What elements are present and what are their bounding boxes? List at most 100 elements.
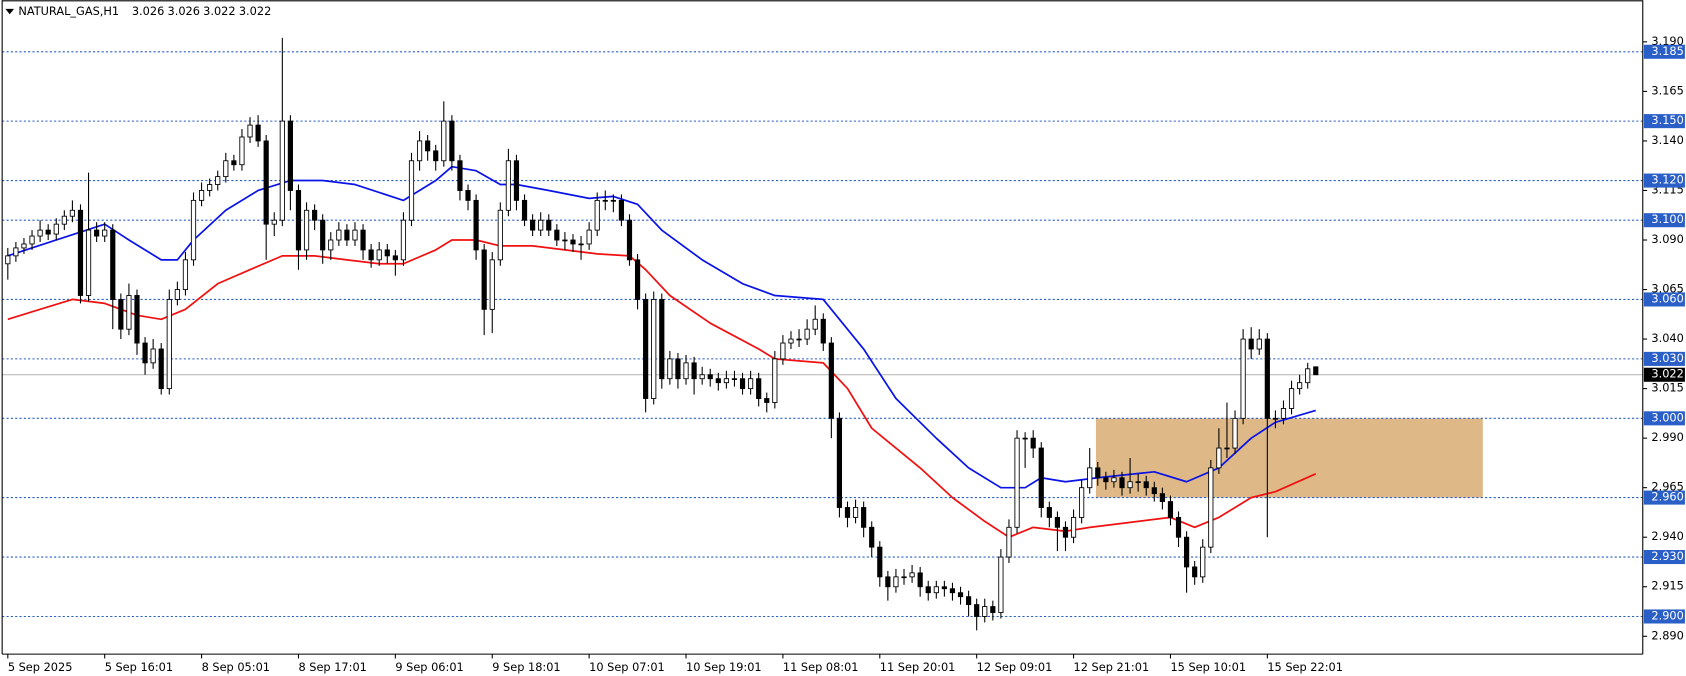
candle [731,370,738,387]
candle-body [1127,481,1133,489]
x-tick-label: 8 Sep 17:01 [298,660,366,674]
candle-body [271,219,277,225]
candle [570,234,576,252]
candle-body [651,299,657,399]
candle-body [925,586,931,594]
y-tick-label: 3.090 [1651,232,1683,246]
candle [974,598,980,631]
candle-body [1087,467,1093,489]
candle-body [263,140,269,225]
candle-body [45,229,51,235]
y-tick-label: 2.890 [1651,628,1683,642]
candle [707,368,713,387]
candle-body [94,229,100,237]
candle-body [360,229,366,251]
candle-body [659,299,665,380]
x-tick-label: 11 Sep 20:01 [880,660,956,674]
candle-body [1248,338,1254,350]
candle [231,154,237,171]
candle-body [691,362,697,380]
candle [820,313,826,351]
candle [384,243,390,264]
candle-body [885,576,891,588]
candle [554,224,560,246]
candle-body [1030,437,1036,449]
candle-body [465,190,471,201]
candle [1030,430,1036,458]
candle [5,247,11,280]
candle-body [134,295,140,344]
candle-body [618,199,625,221]
candle-body [5,255,11,265]
candle [126,283,132,336]
candle-body [1288,388,1295,409]
candle [804,319,810,346]
candle-body [570,239,576,245]
candle [715,372,721,391]
candle [1224,402,1230,458]
candle [13,241,19,262]
candle-body [1224,447,1230,450]
candle-body [441,120,447,162]
candle-body [344,229,350,241]
candle [586,222,592,250]
candle-body [828,342,834,419]
candle-body [748,378,754,390]
candle-body [400,219,407,261]
candle-body [1070,516,1077,538]
candle-body [852,507,859,518]
level-label-box [1643,114,1685,129]
candle [957,586,964,605]
x-tick-label: 10 Sep 07:01 [589,660,665,674]
candle-body [142,342,148,364]
candle [497,202,503,266]
candle-body [578,243,584,246]
candle-body [1014,437,1020,528]
candle [594,192,600,237]
candle-body [610,199,616,202]
candle-body [336,229,342,241]
candle [901,568,907,585]
candle-body [295,190,302,251]
candle [1313,366,1319,376]
x-tick-label: 9 Sep 06:01 [395,660,463,674]
y-tick-label: 3.140 [1651,133,1683,147]
candle-body [85,229,92,296]
y-tick-label: 3.065 [1651,282,1683,296]
candle [45,224,51,241]
candle [521,194,528,227]
candle [885,570,891,601]
candle [723,370,729,389]
candle [1135,473,1141,492]
candle-body [901,576,907,579]
candle [1006,519,1012,563]
level-label-box [1643,213,1685,228]
candle-body [1038,447,1044,508]
x-tick-label: 15 Sep 22:01 [1267,660,1343,674]
x-tick-label: 11 Sep 08:01 [783,660,859,674]
candle [279,37,285,227]
candle [796,329,802,348]
candle [691,356,697,395]
candle [699,366,705,385]
candle [982,598,988,623]
level-label-box [1643,173,1685,188]
candle [102,222,108,242]
candle-body [1151,487,1157,495]
candle [1022,432,1028,468]
candle [1208,459,1214,554]
candle-body [126,295,132,330]
candle-body [1184,536,1190,568]
candle-body [279,120,285,221]
candle-body [562,239,568,242]
level-label-box [1643,292,1685,307]
level-label-box [1643,44,1685,59]
candle [748,370,754,395]
candle-body [497,209,503,261]
candle-body [1046,507,1052,518]
candle-body [602,199,608,202]
candle-body [77,209,84,296]
candle-body [780,342,786,360]
candle-body [877,546,883,578]
